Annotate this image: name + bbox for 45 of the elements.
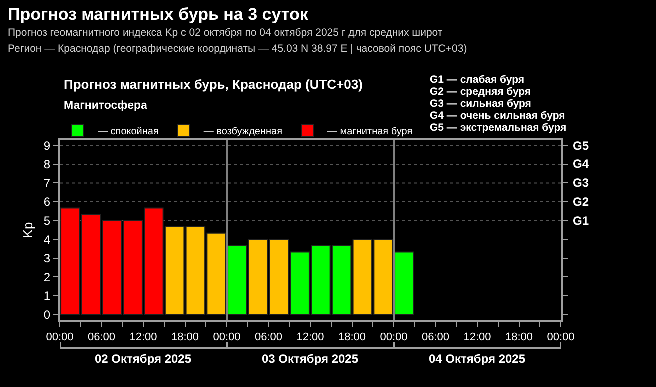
legend-label: — магнитная буря bbox=[328, 126, 413, 138]
text: G5 — экстремальная буря bbox=[430, 122, 567, 134]
ref-line-label: G3 bbox=[573, 176, 590, 190]
y-tick-label: 7 bbox=[44, 176, 51, 190]
y-tick-label: 0 bbox=[44, 308, 51, 322]
ref-line-label: G4 bbox=[573, 157, 590, 171]
text: G1 — слабая буря bbox=[430, 74, 525, 86]
text: G2 — средняя буря bbox=[430, 86, 532, 98]
y-tick-label: 4 bbox=[44, 232, 51, 247]
x-tick-label: 00:00 bbox=[46, 332, 74, 344]
x-tick-label: 00:00 bbox=[213, 332, 241, 344]
y-tick-label: 5 bbox=[44, 214, 51, 228]
x-tick-label: 00:00 bbox=[380, 332, 408, 344]
text: G3 — сильная буря bbox=[430, 98, 532, 110]
y-tick-label: 1 bbox=[44, 289, 51, 304]
text: G4 — очень сильная буря bbox=[430, 110, 566, 122]
legend-label: — спокойная bbox=[98, 126, 159, 138]
chart-title: Прогноз магнитных бурь на 3 суток bbox=[8, 4, 309, 24]
y-tick-label: 8 bbox=[44, 158, 51, 172]
x-tick-label: 06:00 bbox=[254, 332, 283, 344]
y-axis-title: Kp bbox=[20, 222, 36, 238]
x-tick-label: 12:00 bbox=[130, 332, 158, 344]
y-tick-label: 2 bbox=[44, 270, 51, 284]
text: 02 Октября 2025 bbox=[95, 352, 192, 366]
x-tick-label: 12:00 bbox=[464, 332, 492, 344]
bar bbox=[394, 252, 414, 316]
x-tick-label: 18:00 bbox=[171, 332, 200, 344]
legend-title: Магнитосфера bbox=[64, 100, 148, 112]
x-tick-label: 18:00 bbox=[505, 332, 534, 344]
ref-line-label: G5 bbox=[573, 139, 590, 153]
ref-line-label: G1 bbox=[573, 214, 590, 228]
x-tick-label: 18:00 bbox=[338, 332, 366, 344]
y-tick-label: 3 bbox=[44, 252, 51, 266]
legend-label: — возбужденная bbox=[204, 126, 283, 138]
x-tick-label: 00:00 bbox=[547, 332, 575, 344]
text: Прогноз магнитных бурь, Краснодар (UTC+03) bbox=[64, 77, 363, 92]
ref-line-label: G2 bbox=[573, 195, 590, 209]
text: 03 Октября 2025 bbox=[262, 352, 359, 366]
x-tick-label: 06:00 bbox=[88, 332, 116, 344]
y-tick-label: 6 bbox=[44, 195, 51, 210]
x-tick-label: 12:00 bbox=[296, 332, 324, 344]
y-tick-label: 9 bbox=[44, 138, 51, 153]
x-tick-label: 06:00 bbox=[422, 332, 450, 344]
chart-subtitle: Прогноз геомагнитного индекса Kp с 02 октября по 04 октября 2025 г для средних широт Регион — Краснодар (географические координаты — 45.03 N 38.97 E | часовой пояс UTC+03) bbox=[8, 27, 468, 55]
text: 04 Октября 2025 bbox=[429, 352, 526, 366]
